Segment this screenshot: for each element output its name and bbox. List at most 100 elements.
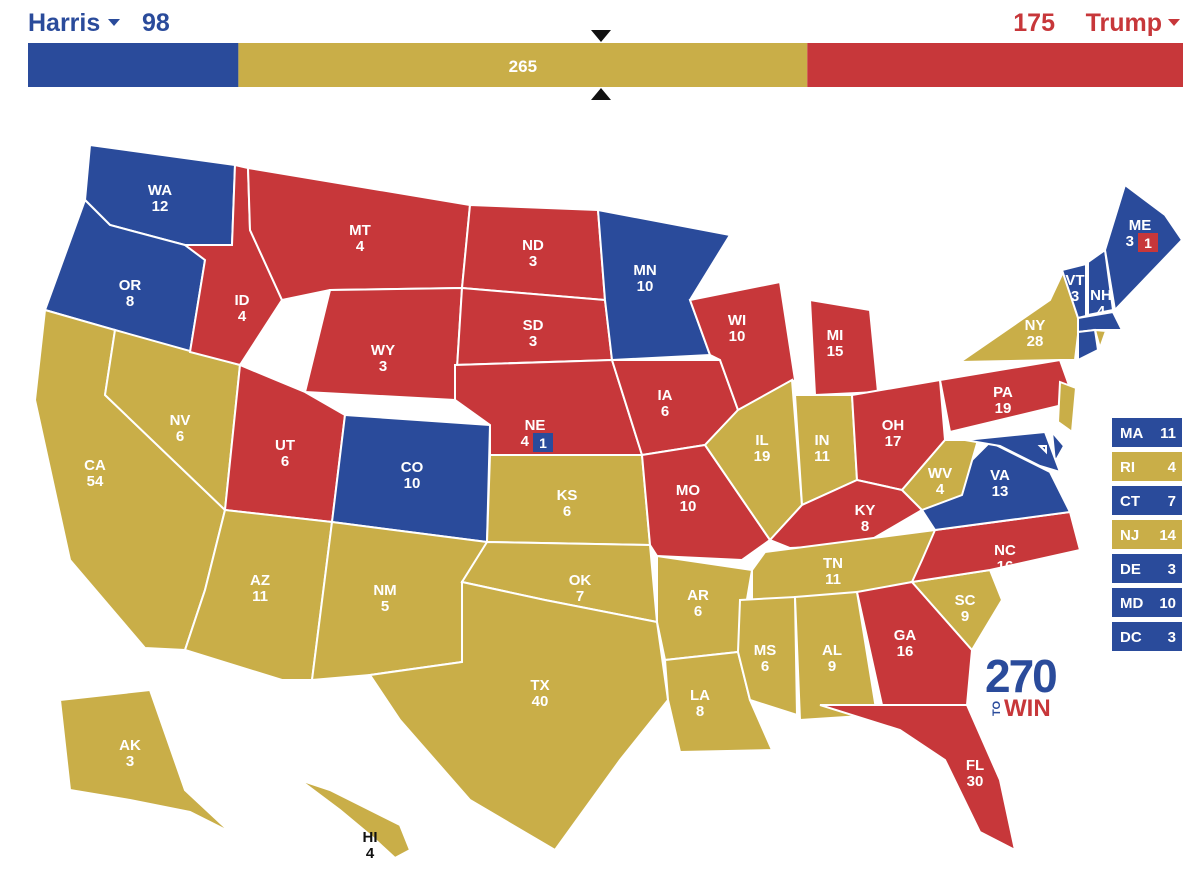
state[interactable] — [900, 439, 980, 512]
dropdown-icon[interactable] — [108, 19, 120, 26]
district-box — [1138, 233, 1158, 252]
state-abbr: IA — [658, 387, 673, 404]
bar-segment — [807, 43, 1183, 87]
state-abbr: IN — [815, 432, 830, 449]
state-abbr: OH — [882, 417, 905, 434]
state[interactable] — [310, 520, 489, 682]
state-box[interactable] — [1112, 622, 1182, 651]
state-ev: 4 — [936, 481, 945, 498]
state[interactable] — [368, 580, 670, 852]
district-ev: 1 — [539, 435, 547, 451]
state-abbr: SC — [955, 592, 976, 609]
state-ev: 5 — [381, 598, 389, 615]
state-abbr: VT — [1065, 272, 1084, 289]
state[interactable] — [920, 440, 1072, 532]
bar-segment — [238, 43, 808, 87]
toss-total: 265 — [509, 57, 537, 76]
state-abbr: WY — [371, 342, 395, 359]
state-abbr: AR — [687, 587, 709, 604]
left-total: 98 — [142, 9, 170, 37]
state-ev: 9 — [961, 608, 969, 625]
logo-number: 270 — [985, 650, 1056, 702]
state-ev: 3 — [1126, 233, 1134, 250]
state-abbr: MI — [827, 327, 844, 344]
state-abbr: ND — [522, 237, 544, 254]
state-ev: 4 — [1168, 459, 1177, 476]
state-abbr: AZ — [250, 572, 270, 589]
state-abbr: NV — [170, 412, 191, 429]
state-abbr: DE — [1120, 561, 1141, 578]
state-box[interactable] — [1112, 452, 1182, 481]
logo-small: TO — [991, 700, 1003, 716]
state-abbr: LA — [690, 687, 710, 704]
state-ev: 17 — [885, 433, 902, 450]
midpoint-marker — [591, 30, 611, 42]
state-ev: 7 — [576, 588, 584, 605]
state-ev: 4 — [238, 308, 247, 325]
state-ev: 6 — [694, 603, 702, 620]
state-box[interactable] — [1112, 520, 1182, 549]
state[interactable] — [808, 298, 880, 397]
state[interactable] — [1037, 445, 1047, 455]
state-ev: 10 — [404, 475, 421, 492]
state-ev: 4 — [521, 433, 530, 450]
state-ev: 7 — [1168, 493, 1176, 510]
state-abbr: MT — [349, 222, 371, 239]
state[interactable] — [1077, 310, 1124, 334]
state-ev: 4 — [356, 238, 365, 255]
state-abbr: WI — [728, 312, 746, 329]
state-abbr: SD — [523, 317, 544, 334]
state-ev: 6 — [761, 658, 769, 675]
state-ev: 12 — [152, 198, 169, 215]
state[interactable] — [1056, 380, 1078, 434]
state-ev: 9 — [828, 658, 836, 675]
state-abbr: HI — [363, 829, 378, 846]
state-abbr: PA — [993, 384, 1013, 401]
state[interactable] — [299, 779, 412, 860]
state-ev: 3 — [529, 253, 537, 270]
state-abbr: GA — [894, 627, 917, 644]
state[interactable] — [1050, 428, 1066, 466]
state-abbr: MO — [676, 482, 700, 499]
dropdown-icon[interactable] — [1168, 19, 1180, 26]
state-abbr: OK — [569, 572, 592, 589]
state-ev: 6 — [661, 403, 669, 420]
right-name: Trump — [1086, 9, 1162, 37]
state[interactable] — [819, 704, 1017, 852]
state-abbr: NM — [373, 582, 396, 599]
state-ev: 10 — [637, 278, 654, 295]
state[interactable] — [736, 595, 799, 717]
state-ev: 11 — [825, 571, 841, 588]
state[interactable] — [855, 580, 974, 706]
midpoint-marker — [591, 88, 611, 100]
state-ev: 3 — [529, 333, 537, 350]
state-box[interactable] — [1112, 554, 1182, 583]
state-box[interactable] — [1112, 486, 1182, 515]
state[interactable] — [58, 688, 231, 833]
state-abbr: CA — [84, 457, 106, 474]
state-abbr: AL — [822, 642, 842, 659]
state-box[interactable] — [1112, 418, 1182, 447]
state[interactable] — [1077, 328, 1100, 362]
state-ev: 3 — [379, 358, 387, 375]
state-abbr: MA — [1120, 425, 1143, 442]
state-abbr: IL — [755, 432, 768, 449]
state-abbr: OR — [119, 277, 142, 294]
state-ev: 3 — [1168, 561, 1176, 578]
state-abbr: UT — [275, 437, 295, 454]
state-abbr: WV — [928, 465, 952, 482]
state[interactable] — [956, 266, 1082, 364]
state-ev: 19 — [754, 448, 771, 465]
district-ev: 1 — [1144, 235, 1152, 251]
state-box[interactable] — [1112, 588, 1182, 617]
state-abbr: AK — [119, 737, 141, 754]
state-ev: 4 — [366, 845, 375, 862]
state[interactable] — [1093, 328, 1108, 352]
state[interactable] — [964, 430, 1062, 474]
state-abbr: VA — [990, 467, 1010, 484]
state-ev: 28 — [1027, 333, 1044, 350]
state-ev: 3 — [1168, 629, 1176, 646]
state-ev: 8 — [126, 293, 134, 310]
state-ev: 19 — [995, 400, 1012, 417]
state-ev: 3 — [1071, 288, 1079, 305]
